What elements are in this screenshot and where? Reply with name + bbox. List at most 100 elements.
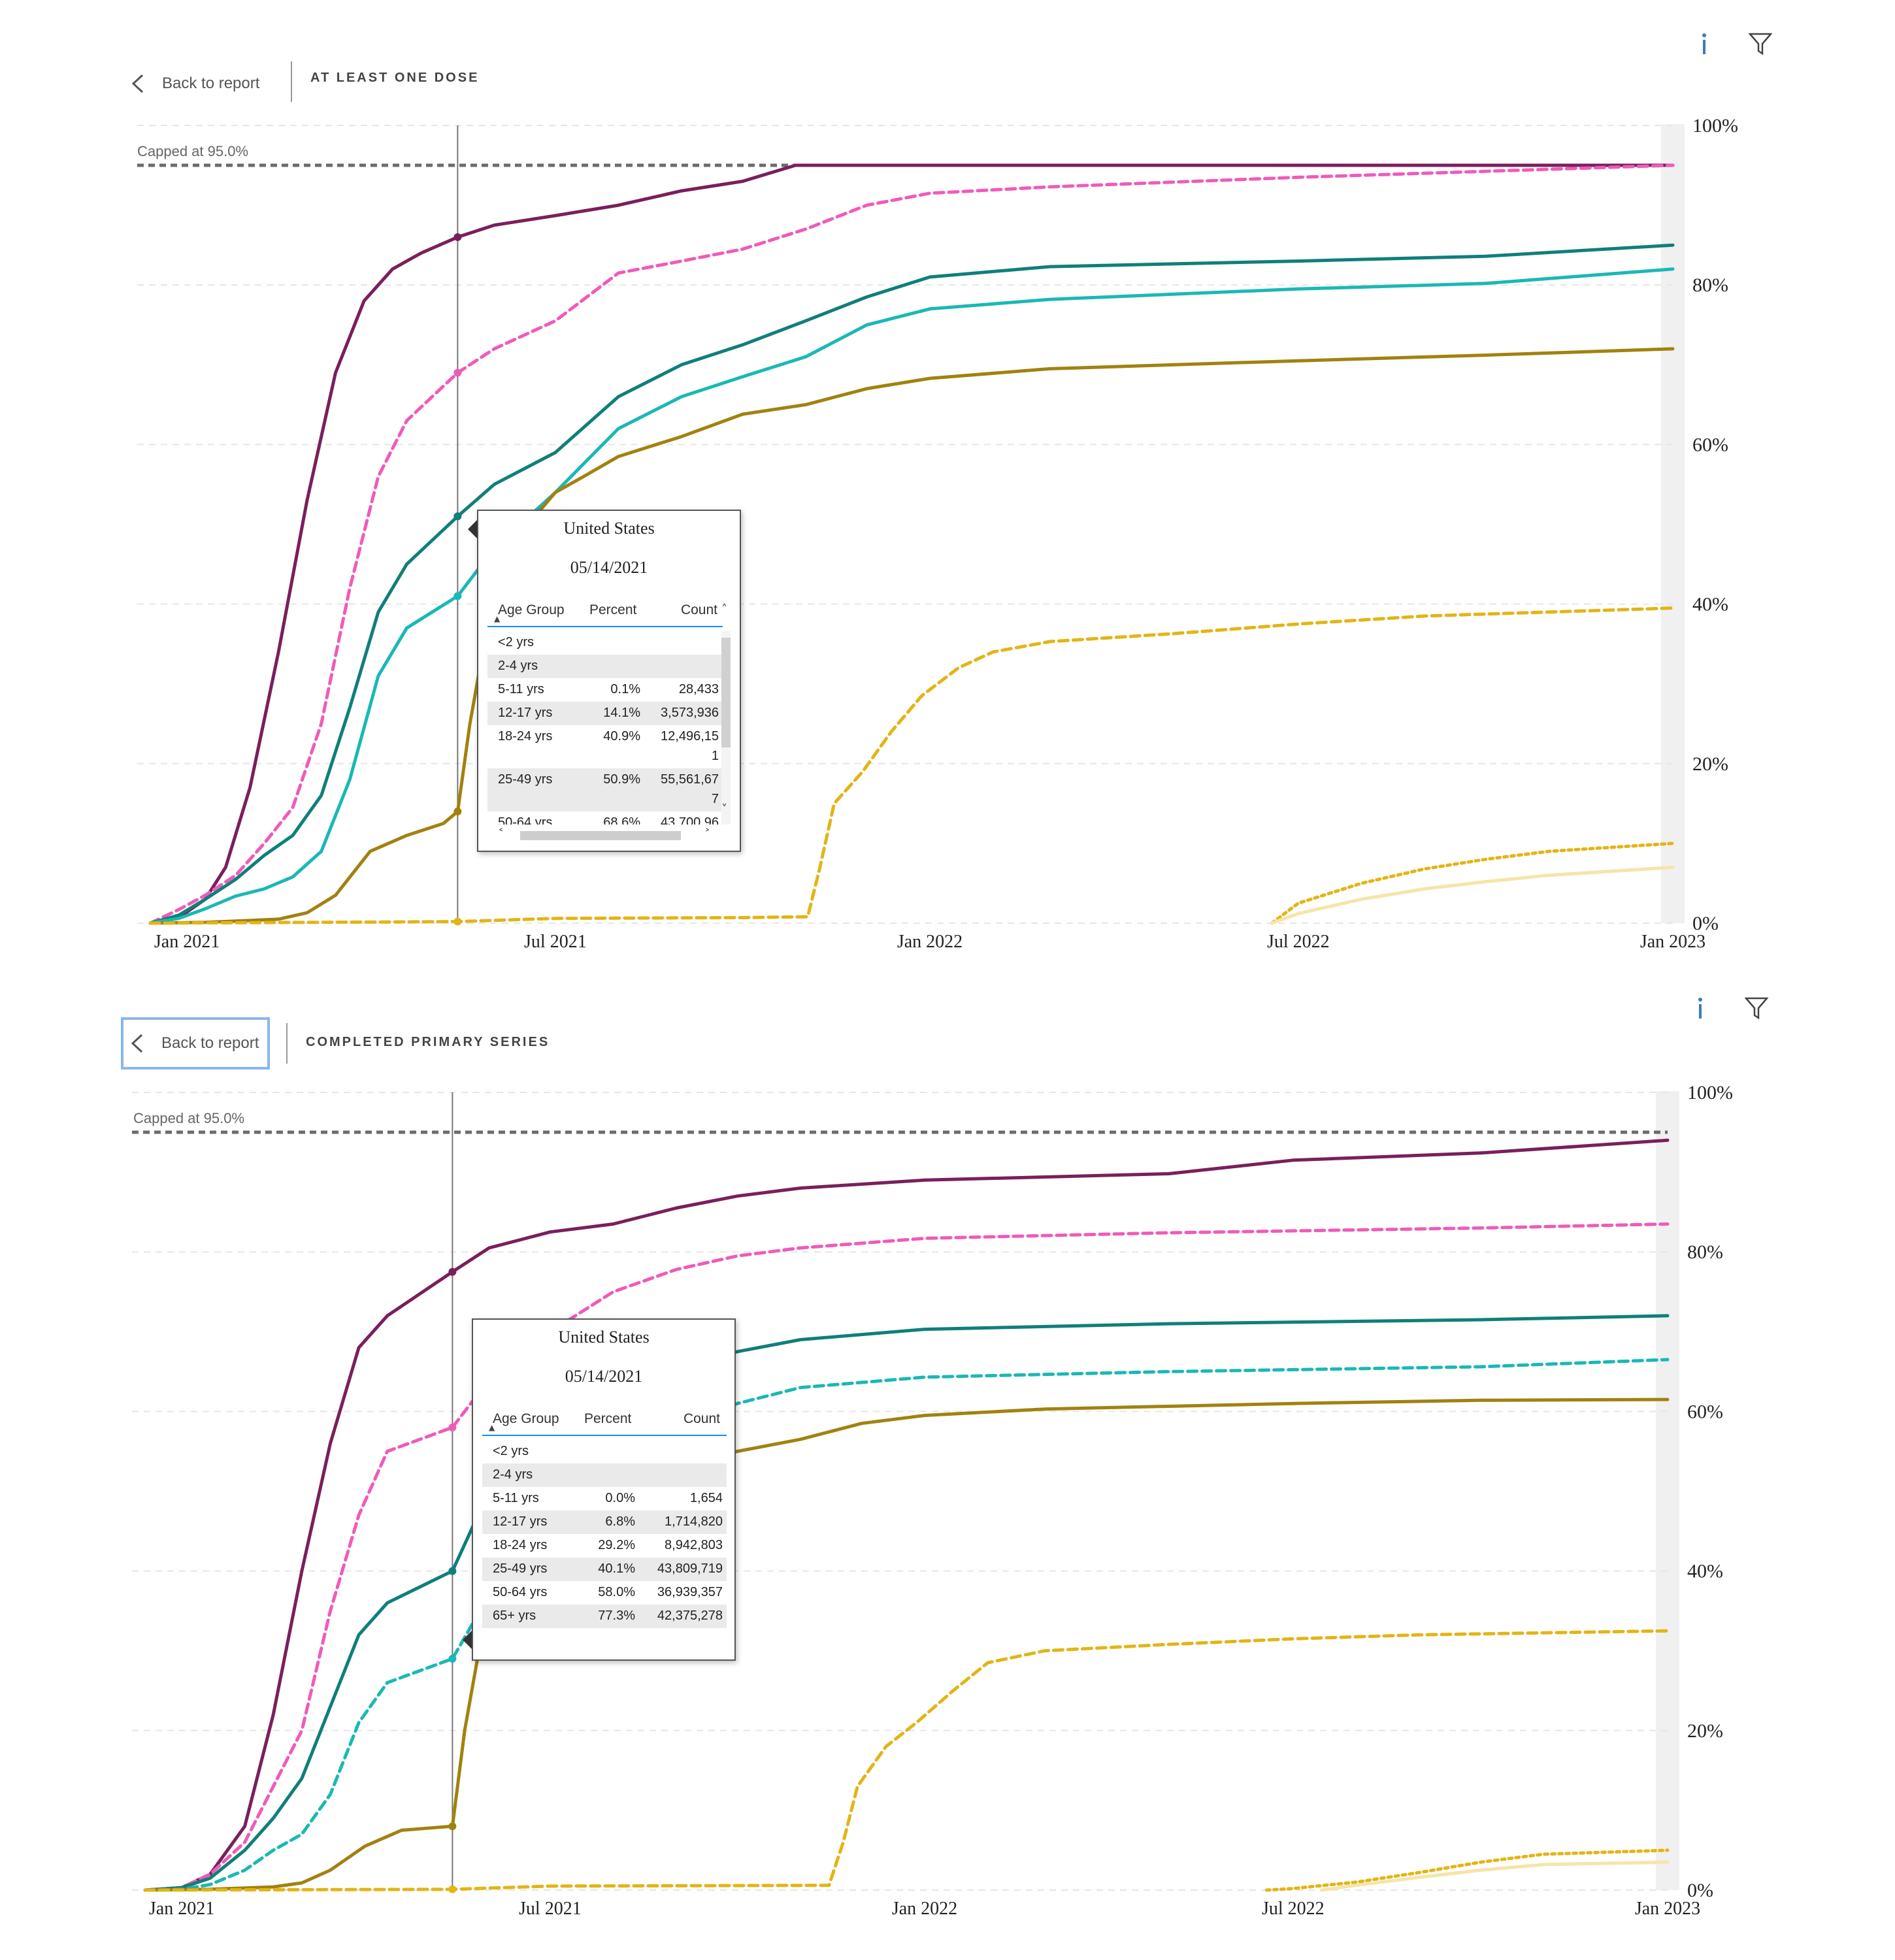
percent-cell: 6.8% [605,1514,635,1529]
info-icon[interactable] [1699,33,1709,55]
x-tick-label: Jul 2021 [524,932,587,952]
x-tick-label: Jul 2022 [1267,932,1330,952]
age-cell: 25-49 yrs [493,1561,548,1576]
count-cell-wrap: 7 [711,792,719,806]
count-cell: 28,433 [678,682,719,696]
hover-marker [453,512,462,521]
column-header-age: Age Group [493,1411,559,1426]
y-tick-label: 0% [1692,913,1719,934]
hover-marker [453,917,462,926]
count-cell: 12,496,15 [661,729,719,743]
count-cell: 55,561,67 [661,772,719,787]
hover-marker [448,1423,457,1431]
y-tick-label: 40% [1687,1561,1723,1582]
series-line [1264,1848,1670,1892]
cap-label: Capped at 95.0% [137,143,248,159]
table-row: 18-24 yrs 29.2% 8,942,803 [482,1534,727,1558]
age-cell: 5-11 yrs [498,682,544,696]
back-to-report-label: Back to report [161,1034,259,1052]
tooltip-date: 05/14/2021 [570,558,648,577]
series-line [143,1358,1670,1892]
chevron-left-icon [131,74,144,93]
back-to-report-button[interactable]: Back to report [131,65,259,102]
series-line [148,163,1675,925]
percent-cell: 40.1% [598,1561,635,1576]
percent-cell: 0.1% [610,682,640,696]
chevron-left-icon [131,1034,143,1053]
tooltip: United States 05/14/2021 Age Group Percent C… [472,1318,736,1661]
count-cell: 1,654 [689,1491,723,1505]
percent-cell: 50.9% [603,772,640,787]
age-cell: 5-11 yrs [493,1491,539,1505]
count-cell: 3,573,936 [661,706,719,720]
filter-icon[interactable] [1749,33,1772,55]
y-tick-label: 20% [1687,1720,1723,1742]
table-row: 18-24 yrs 40.9% 12,496,15 1 [487,725,723,768]
table-row: 50-64 yrs 58.0% 36,939,357 [482,1581,727,1605]
count-cell: 42,375,278 [657,1609,723,1623]
axis-band [1656,1091,1679,1890]
scroll-right-icon: ˃ [704,827,710,841]
chart-completed-primary-series: 100% 80% 60% 40% 20% 0% Jan 2021 Jul 2021 Jan 20… [132,1082,1733,1919]
count-cell: 1,714,820 [665,1514,723,1529]
hover-marker [453,592,462,600]
filter-icon[interactable] [1745,997,1768,1019]
age-cell: 2-4 yrs [498,659,538,673]
sort-ascending-icon: ▲ [489,1423,495,1432]
series-line [148,267,1675,925]
y-tick-label: 80% [1687,1241,1723,1263]
x-tick-label: Jan 2022 [897,932,963,952]
series-line [1270,841,1675,925]
count-cell: 8,942,803 [665,1538,723,1552]
hover-marker [448,1822,457,1831]
y-tick-label: 20% [1692,753,1728,775]
y-tick-label: 40% [1692,594,1728,615]
column-header-count: Count [680,602,717,617]
back-to-report-button[interactable]: Back to report [121,1017,270,1070]
series-line [1320,1860,1670,1892]
series-line [143,1222,1670,1892]
tooltip-date: 05/14/2021 [565,1367,643,1386]
x-tick-label: Jan 2023 [1640,932,1706,952]
age-cell: 2-4 yrs [493,1467,533,1482]
y-tick-label: 60% [1687,1401,1723,1422]
percent-cell: 29.2% [598,1538,635,1552]
scroll-down-icon: ˅ [721,802,727,816]
y-tick-label: 80% [1692,274,1728,296]
scroll-up-icon: ˄ [721,602,727,616]
percent-cell: 77.3% [598,1609,635,1623]
age-cell: 18-24 yrs [493,1538,548,1552]
series-line [143,1314,1670,1892]
series-line [1270,866,1675,925]
count-cell: 36,939,357 [657,1585,723,1599]
x-tick-label: Jan 2021 [149,1899,214,1919]
y-tick-label: 60% [1692,434,1728,455]
table-row: 5-11 yrs 0.1% 28,433 [487,678,723,702]
x-tick-label: Jan 2022 [892,1899,957,1919]
tooltip-pointer [463,1631,472,1649]
table-row: 65+ yrs 77.3% 42,375,278 [482,1605,727,1628]
hover-marker [448,1567,457,1575]
table-row: 25-49 yrs 50.9% 55,561,67 7 [487,768,723,811]
table-row: 12-17 yrs 6.8% 1,714,820 [482,1511,727,1534]
percent-cell: 40.9% [603,729,640,743]
count-cell-wrap: 1 [711,749,719,763]
series-line [148,243,1675,925]
horizontal-scrollbar-thumb[interactable] [520,831,681,840]
column-header-age: Age Group [498,602,565,617]
tooltip: United States 05/14/2021 Age Group Percent C… [477,510,741,852]
chart-at-least-one-dose: 100% 80% 60% 40% 20% 0% Jan 2021 Jul 2021 Jan 20… [137,115,1738,952]
page-subtitle: AT LEAST ONE DOSE [310,71,480,85]
scroll-left-icon: ˂ [498,827,504,841]
info-icon[interactable] [1695,997,1706,1019]
hover-marker [448,1885,457,1893]
panel-completed-primary-series: Back to report COMPLETED PRIMARY SERIES … [0,967,1895,1934]
age-cell: 12-17 yrs [498,706,553,720]
age-cell: 12-17 yrs [493,1514,548,1529]
table-row: 2-4 yrs [487,655,723,678]
hover-marker [453,808,462,816]
series-line [148,347,1675,925]
tooltip-pointer [468,520,477,538]
y-tick-label: 0% [1687,1880,1713,1901]
age-cell: 25-49 yrs [498,772,553,787]
